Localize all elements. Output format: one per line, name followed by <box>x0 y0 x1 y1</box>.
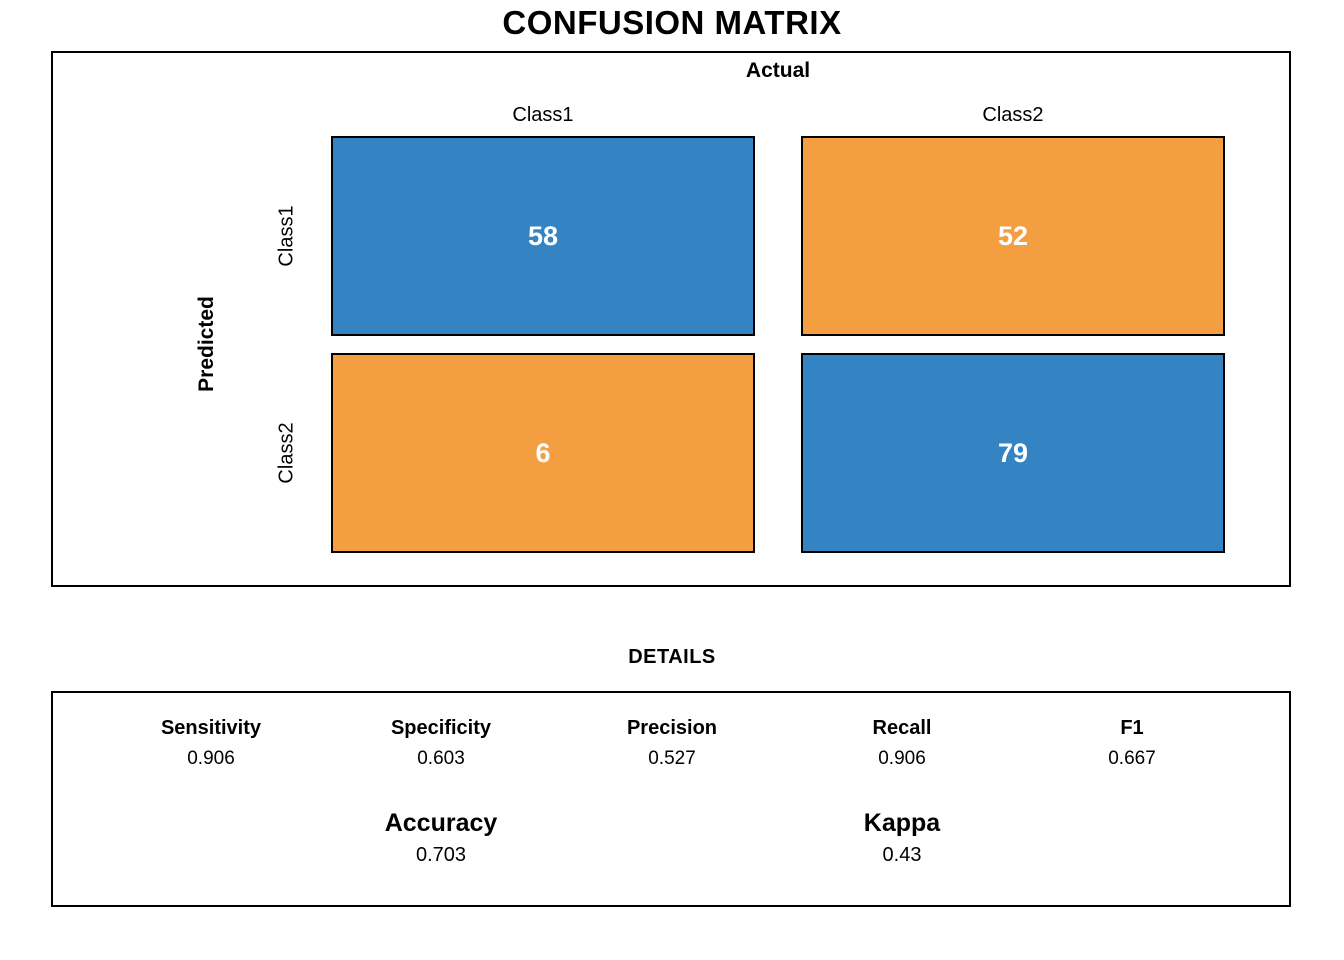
metric-value: 0.603 <box>417 748 465 769</box>
cell-value: 79 <box>997 437 1029 468</box>
row-header-class2: Class2 <box>275 422 298 484</box>
metric-label: Specificity <box>390 717 492 739</box>
cell-value: 6 <box>535 437 551 468</box>
metric-value: 0.703 <box>415 844 467 866</box>
metric-sensitivity: Sensitivity 0.906 <box>91 715 331 771</box>
matrix-cell-pred1-actual1: 58 <box>331 136 755 336</box>
details-panel: Sensitivity 0.906 Specificity 0.603 Prec… <box>51 691 1291 907</box>
metric-label: Sensitivity <box>160 717 262 739</box>
metric-value: 0.906 <box>187 748 235 769</box>
column-header-class2: Class2 <box>982 104 1044 126</box>
metric-accuracy: Accuracy 0.703 <box>301 807 581 868</box>
metric-f1: F1 0.667 <box>1012 715 1252 771</box>
metric-precision: Precision 0.527 <box>552 715 792 771</box>
metric-label: Recall <box>872 717 932 739</box>
metric-value: 0.43 <box>882 844 922 866</box>
row-header-class1: Class1 <box>275 205 298 267</box>
x-axis-label: Actual <box>745 59 811 82</box>
cell-value: 52 <box>997 220 1029 251</box>
matrix-cell-pred1-actual2: 52 <box>801 136 1225 336</box>
metric-value: 0.527 <box>648 748 696 769</box>
metric-label: F1 <box>1120 717 1144 739</box>
metric-value: 0.667 <box>1108 748 1156 769</box>
matrix-cell-pred2-actual1: 6 <box>331 353 755 553</box>
metric-value: 0.906 <box>878 748 926 769</box>
figure-title: CONFUSION MATRIX <box>502 4 842 41</box>
details-title: DETAILS <box>628 646 716 668</box>
metric-label: Kappa <box>863 809 941 837</box>
metric-kappa: Kappa 0.43 <box>762 807 1042 868</box>
column-header-class1: Class1 <box>512 104 574 126</box>
matrix-cell-pred2-actual2: 79 <box>801 353 1225 553</box>
cell-value: 58 <box>527 220 559 251</box>
metric-label: Accuracy <box>384 809 498 837</box>
metric-label: Precision <box>626 717 718 739</box>
matrix-panel: Actual Class1 Class2 Predicted Class1 Cl… <box>51 51 1291 587</box>
metric-specificity: Specificity 0.603 <box>321 715 561 771</box>
metric-recall: Recall 0.906 <box>782 715 1022 771</box>
y-axis-label: Predicted <box>195 296 218 392</box>
